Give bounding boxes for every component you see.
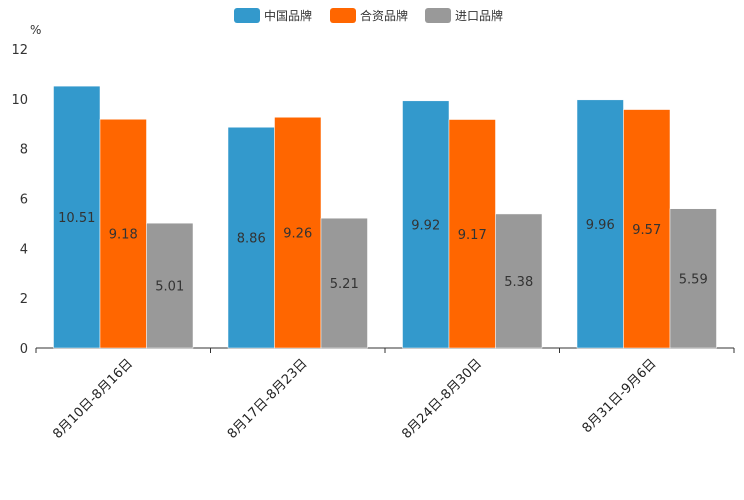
x-category-label-3: 8月24日-8月30日 xyxy=(399,356,485,442)
legend-swatch-2[interactable] xyxy=(330,8,356,23)
bar-3-4[interactable] xyxy=(669,208,717,349)
bars-group xyxy=(53,85,717,349)
y-tick-label: 10 xyxy=(11,93,28,108)
bar-2-2[interactable] xyxy=(274,117,322,349)
legend-label-2[interactable]: 合资品牌 xyxy=(360,8,408,23)
bar-1-4[interactable] xyxy=(576,99,624,349)
bar-1-1[interactable] xyxy=(53,85,101,349)
data-label-1-3: 9.92 xyxy=(411,218,440,233)
y-tick-label: 2 xyxy=(20,292,28,307)
data-label-2-4: 9.57 xyxy=(632,223,661,238)
data-label-1-4: 9.96 xyxy=(586,218,615,233)
bar-3-2[interactable] xyxy=(320,217,368,349)
data-label-2-1: 9.18 xyxy=(109,228,138,243)
legend-label-3[interactable]: 进口品牌 xyxy=(455,9,503,23)
legend-label-1[interactable]: 中国品牌 xyxy=(264,8,312,23)
x-category-label-2: 8月17日-8月23日 xyxy=(225,356,311,442)
bar-1-3[interactable] xyxy=(402,100,450,349)
x-axis: 8月10日-8月16日 8月17日-8月23日 8月24日-8月30日 8月31日-9… xyxy=(35,347,735,442)
data-label-3-3: 5.38 xyxy=(504,275,533,290)
y-tick-label: 0 xyxy=(20,342,28,357)
data-label-1-1: 10.51 xyxy=(58,211,95,226)
y-tick-label: 6 xyxy=(20,193,28,208)
data-label-2-3: 9.17 xyxy=(458,228,487,243)
data-label-2-2: 9.26 xyxy=(283,227,312,242)
bar-2-4[interactable] xyxy=(623,109,671,349)
y-axis: 0 2 4 6 8 10 12 xyxy=(11,43,28,357)
bar-1-2[interactable] xyxy=(227,126,275,349)
bar-2-3[interactable] xyxy=(448,119,496,349)
legend-swatch-3[interactable] xyxy=(425,8,451,23)
data-label-3-1: 5.01 xyxy=(155,280,184,295)
x-category-label-1: 8月10日-8月16日 xyxy=(50,356,136,442)
data-label-3-2: 5.21 xyxy=(330,277,359,292)
y-axis-unit-label: % xyxy=(30,23,41,37)
y-tick-label: 8 xyxy=(20,143,28,158)
y-tick-label: 12 xyxy=(11,43,28,58)
data-label-3-4: 5.59 xyxy=(679,272,708,287)
data-label-1-2: 8.86 xyxy=(237,232,266,247)
legend-swatch-1[interactable] xyxy=(234,8,260,23)
bar-3-3[interactable] xyxy=(495,213,543,349)
legend: 中国品牌 合资品牌 进口品牌 xyxy=(234,8,503,23)
y-tick-label: 4 xyxy=(20,242,28,257)
x-category-label-4: 8月31日-9月6日 xyxy=(580,356,660,436)
data-labels-group: 10.51 9.18 5.01 8.86 9.26 5.21 9.92 9.17 5.38 9.9… xyxy=(58,211,708,295)
bar-3-1[interactable] xyxy=(146,222,194,349)
